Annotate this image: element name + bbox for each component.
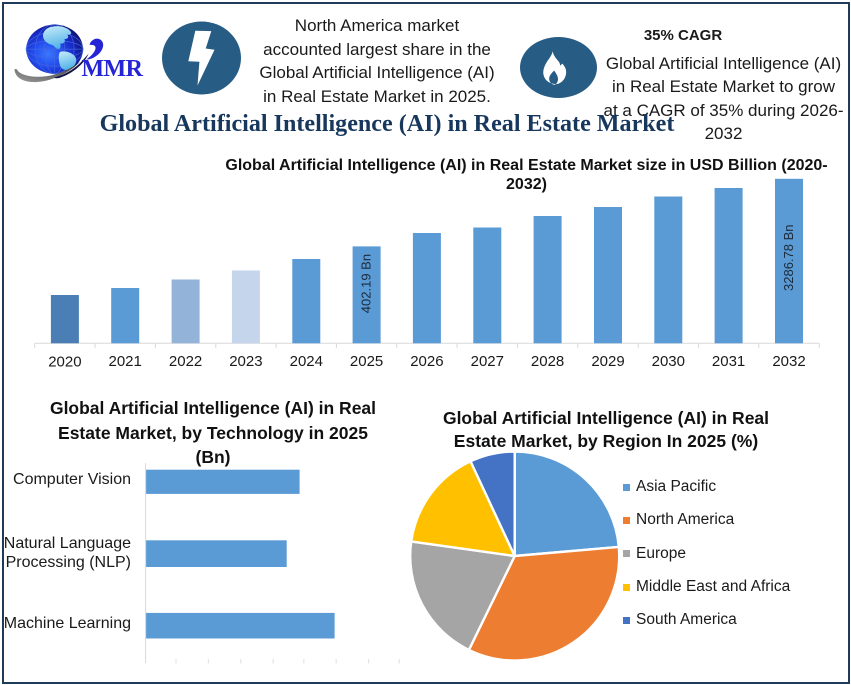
- svg-text:2031: 2031: [712, 353, 745, 370]
- svg-text:2024: 2024: [290, 353, 323, 370]
- svg-text:2027: 2027: [471, 353, 504, 370]
- svg-text:2028: 2028: [531, 353, 564, 370]
- svg-text:402.19 Bn: 402.19 Bn: [359, 254, 374, 313]
- svg-text:2029: 2029: [591, 353, 624, 370]
- svg-text:2030: 2030: [652, 353, 685, 370]
- svg-text:2020: 2020: [48, 354, 81, 371]
- svg-text:2023: 2023: [229, 353, 262, 370]
- svg-text:2032: 2032: [772, 353, 805, 370]
- svg-text:2026: 2026: [410, 353, 443, 370]
- svg-text:3286.78 Bn: 3286.78 Bn: [781, 224, 796, 291]
- svg-text:MMR: MMR: [82, 56, 144, 82]
- svg-text:2025: 2025: [350, 353, 383, 370]
- svg-text:2021: 2021: [109, 353, 142, 370]
- svg-text:2022: 2022: [169, 353, 202, 370]
